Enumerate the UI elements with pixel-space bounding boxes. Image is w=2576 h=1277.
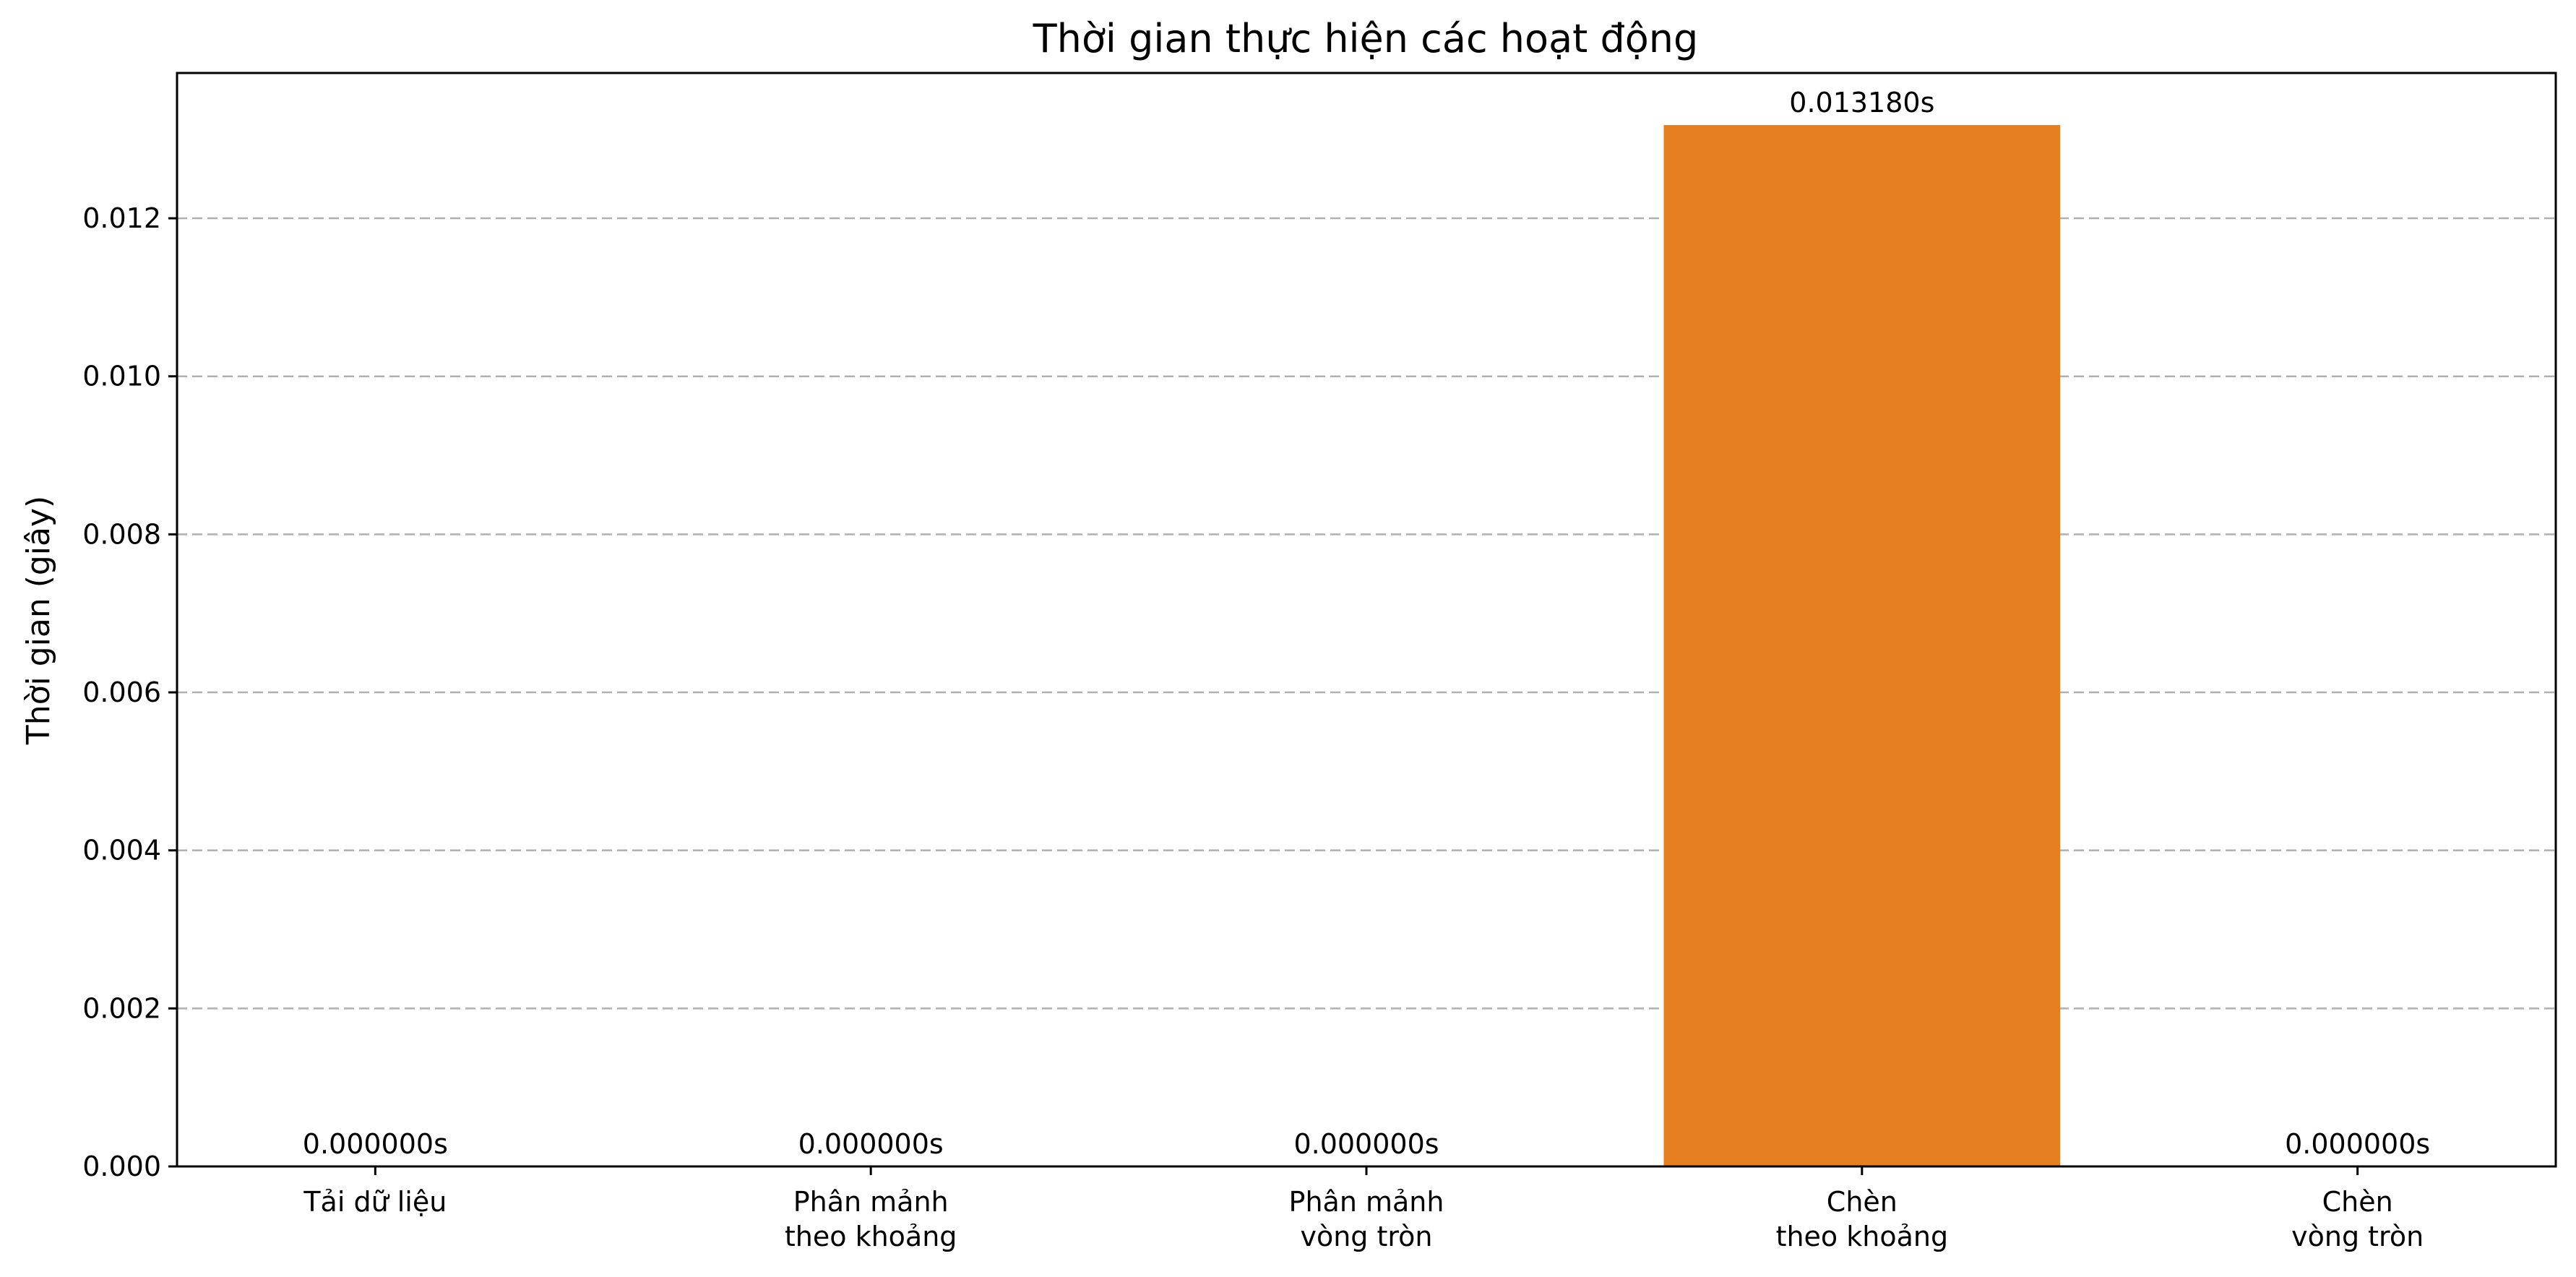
x-tick-label: Phân mảnh theo khoảng <box>785 1186 957 1252</box>
y-tick-label: 0.006 <box>82 676 161 708</box>
bar-value-label: 0.000000s <box>1293 1128 1439 1160</box>
bars <box>1663 125 2061 1167</box>
y-tick-label: 0.004 <box>82 835 161 867</box>
y-tick-label: 0.012 <box>82 202 161 234</box>
y-axis-ticks: 0.000 0.002 0.004 0.006 0.008 0.010 0.012 <box>82 202 177 1182</box>
y-tick-label: 0.010 <box>82 361 161 392</box>
data-labels: 0.000000s 0.000000s 0.000000s 0.013180s 0.00… <box>303 87 2430 1160</box>
chart-title: Thời gian thực hiện các hoạt động <box>1033 16 1699 61</box>
bar-value-label: 0.000000s <box>2285 1128 2430 1160</box>
y-tick-label: 0.002 <box>82 992 161 1024</box>
x-tick-label: Phân mảnh vòng tròn <box>1289 1186 1444 1252</box>
x-tick-label: Chèn theo khoảng <box>1776 1186 1949 1252</box>
y-tick-label: 0.008 <box>82 518 161 550</box>
bar <box>1663 125 2061 1167</box>
bar-value-label: 0.013180s <box>1789 87 1934 119</box>
y-axis-label: Thời gian (giây) <box>20 496 57 745</box>
gridlines <box>177 217 2556 1010</box>
x-tick-label: Chèn vòng tròn <box>2291 1186 2424 1252</box>
x-tick-label: Tải dữ liệu <box>303 1186 447 1218</box>
x-axis-ticks: Tải dữ liệu Phân mảnh theo khoảng Phân mảnh… <box>303 1166 2424 1252</box>
bar-value-label: 0.000000s <box>303 1128 448 1160</box>
y-tick-label: 0.000 <box>82 1151 161 1182</box>
bar-value-label: 0.000000s <box>798 1128 944 1160</box>
plot-frame <box>176 72 2557 1168</box>
